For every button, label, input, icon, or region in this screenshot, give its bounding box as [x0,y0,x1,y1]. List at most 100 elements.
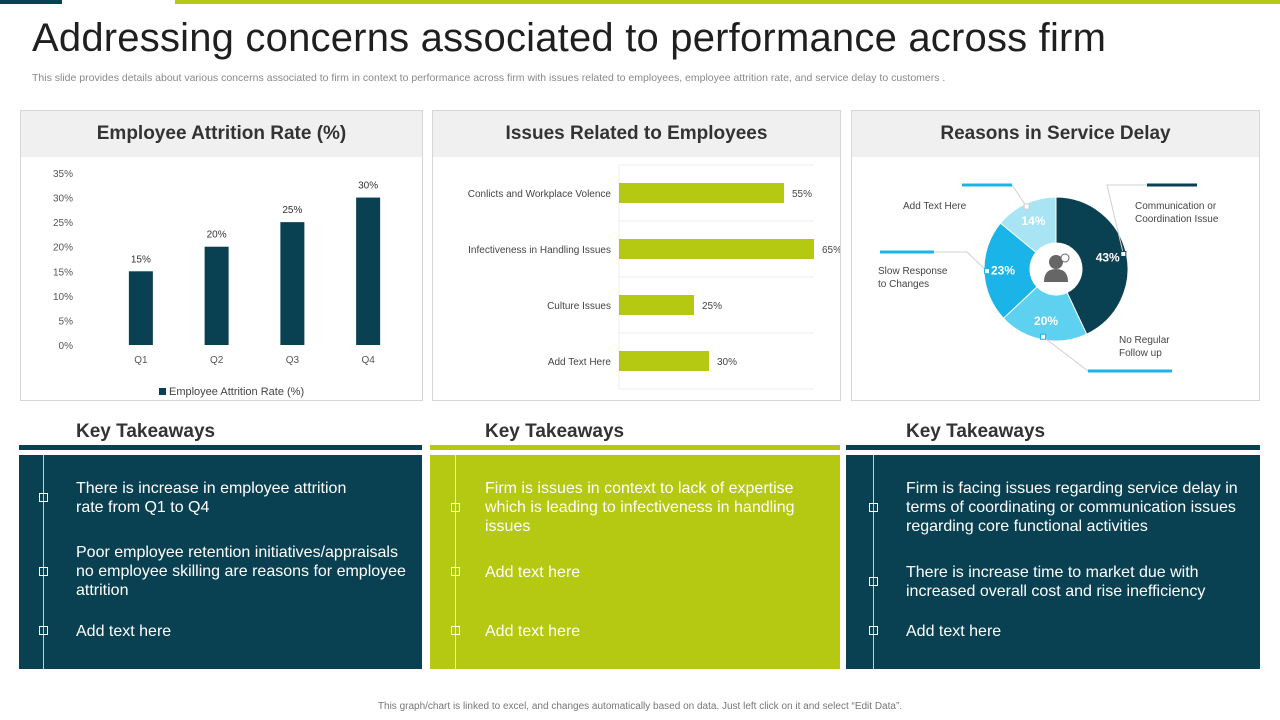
footer-note: This graph/chart is linked to excel, and… [377,701,903,712]
category-label: Culture Issues [547,301,611,312]
takeaway-item: Firm is facing issues regarding service … [906,480,1238,535]
y-tick-label: 10% [53,292,73,303]
y-tick-label: 35% [53,169,73,180]
y-tick-label: 20% [53,243,73,254]
issues-bar-chart[interactable]: Conlicts and Workplace Volence 55% Infecti… [433,157,840,400]
category-label: Add Text Here [548,357,612,368]
top-accent-dark [0,0,62,4]
user-icon [1044,269,1068,282]
page-title: Addressing concerns associated to perfor… [32,16,1107,60]
takeaway-item: Add text here [76,623,172,640]
y-tick-label: 0% [59,341,74,352]
takeaways-rule-2 [430,445,840,450]
slice-value: 43% [1096,250,1120,264]
slice-label: Communication or Coordination Issue [1135,201,1219,225]
delay-pie-chart[interactable]: 43% 20% 23% 14% Communication or Coordination… [852,157,1259,400]
takeaways-rule-1 [19,445,422,450]
takeaway-item: Add text here [485,564,581,581]
callout-dot [1040,333,1047,340]
x-tick-label: Q3 [286,355,300,366]
attrition-panel-title: Employee Attrition Rate (%) [21,111,422,157]
slice-label-line: to Changes [878,279,929,290]
bullet-marker [451,503,460,512]
takeaways-heading-2: Key Takeaways [485,421,625,442]
data-label: 15% [131,254,151,265]
data-label: 20% [207,230,227,241]
bar-issue [619,295,694,315]
bar-q1 [128,271,153,345]
x-tick-label: Q4 [361,355,375,366]
timeline-line [455,455,456,669]
data-label: 25% [282,205,302,216]
takeaways-heading-1: Key Takeaways [76,421,216,442]
slice-label-line: Slow Response [878,266,948,277]
slice-value: 23% [991,264,1015,278]
data-label: 55% [792,189,812,200]
takeaways-rule-3 [846,445,1260,450]
data-label: 30% [358,181,378,192]
legend-swatch [159,388,166,395]
bullet-marker [39,567,48,576]
slice-value: 20% [1034,314,1058,328]
takeaway-item: Poor employee retention initiatives/appr… [76,544,406,599]
slice-label: Add Text Here [903,201,967,212]
delay-panel: Reasons in Service Delay 43% 20% 23% 14% Com… [851,110,1260,401]
takeaways-box-1: There is increase in employee attrition … [19,455,422,669]
page-subtitle: This slide provides details about variou… [32,72,946,84]
bullet-marker [869,626,878,635]
takeaways-heading-3: Key Takeaways [906,421,1046,442]
slice-label: No Regular Follow up [1119,335,1170,359]
slice-label-line: Communication or [1135,201,1217,212]
callout-dot [1120,250,1127,257]
chat-bubble-icon [1060,253,1070,263]
takeaway-item: Add text here [485,623,581,640]
y-tick-label: 25% [53,218,73,229]
slice-label: Slow Response to Changes [878,266,948,290]
y-tick-label: 30% [53,194,73,205]
bar-q4 [356,197,381,345]
takeaways-box-3: Firm is facing issues regarding service … [846,455,1260,669]
callout-line [1042,336,1089,372]
bar-issue [619,351,709,371]
takeaway-item: There is increase time to market due wit… [906,564,1206,600]
top-accent-green [175,0,1280,4]
y-tick-label: 15% [53,267,73,278]
callout-line [1011,184,1028,207]
slice-value: 14% [1021,214,1045,228]
attrition-panel: Employee Attrition Rate (%) 0% 5% 10% 15% 20… [20,110,423,401]
data-label: 65% [822,245,840,256]
x-tick-label: Q1 [134,355,148,366]
legend-label: Employee Attrition Rate (%) [169,386,304,398]
issues-panel-title: Issues Related to Employees [433,111,840,157]
takeaway-item: Firm is issues in context to lack of exp… [485,480,795,535]
delay-panel-title: Reasons in Service Delay [852,111,1259,157]
bullet-marker [869,577,878,586]
category-label: Conlicts and Workplace Volence [468,189,612,200]
timeline-line [43,455,44,669]
data-label: 30% [717,357,737,368]
bullet-marker [869,503,878,512]
data-label: 25% [702,301,722,312]
bar-q2 [204,246,229,345]
user-icon [1049,255,1063,269]
bullet-marker [451,626,460,635]
category-label: Infectiveness in Handling Issues [468,245,611,256]
slice-label-line: Follow up [1119,348,1162,359]
callout-line [1106,184,1147,255]
y-tick-label: 5% [59,316,74,327]
takeaways-box-2: Firm is issues in context to lack of exp… [430,455,840,669]
bullet-marker [39,493,48,502]
takeaway-item: Add text here [906,623,1002,640]
slice-label-line: Coordination Issue [1135,214,1219,225]
callout-dot [984,268,991,275]
slice-label-line: Add Text Here [903,201,967,212]
bullet-marker [39,626,48,635]
issues-panel: Issues Related to Employees Conlicts and… [432,110,841,401]
slice-label-line: No Regular [1119,335,1170,346]
timeline-line [873,455,874,669]
callout-dot [1023,203,1030,210]
bullet-marker [451,567,460,576]
attrition-bar-chart[interactable]: 0% 5% 10% 15% 20% 25% 30% 35% 15% Q1 20% Q2 25% Q3 30%… [21,157,422,400]
bar-issue [619,239,814,259]
takeaway-item: There is increase in employee attrition … [76,480,347,516]
